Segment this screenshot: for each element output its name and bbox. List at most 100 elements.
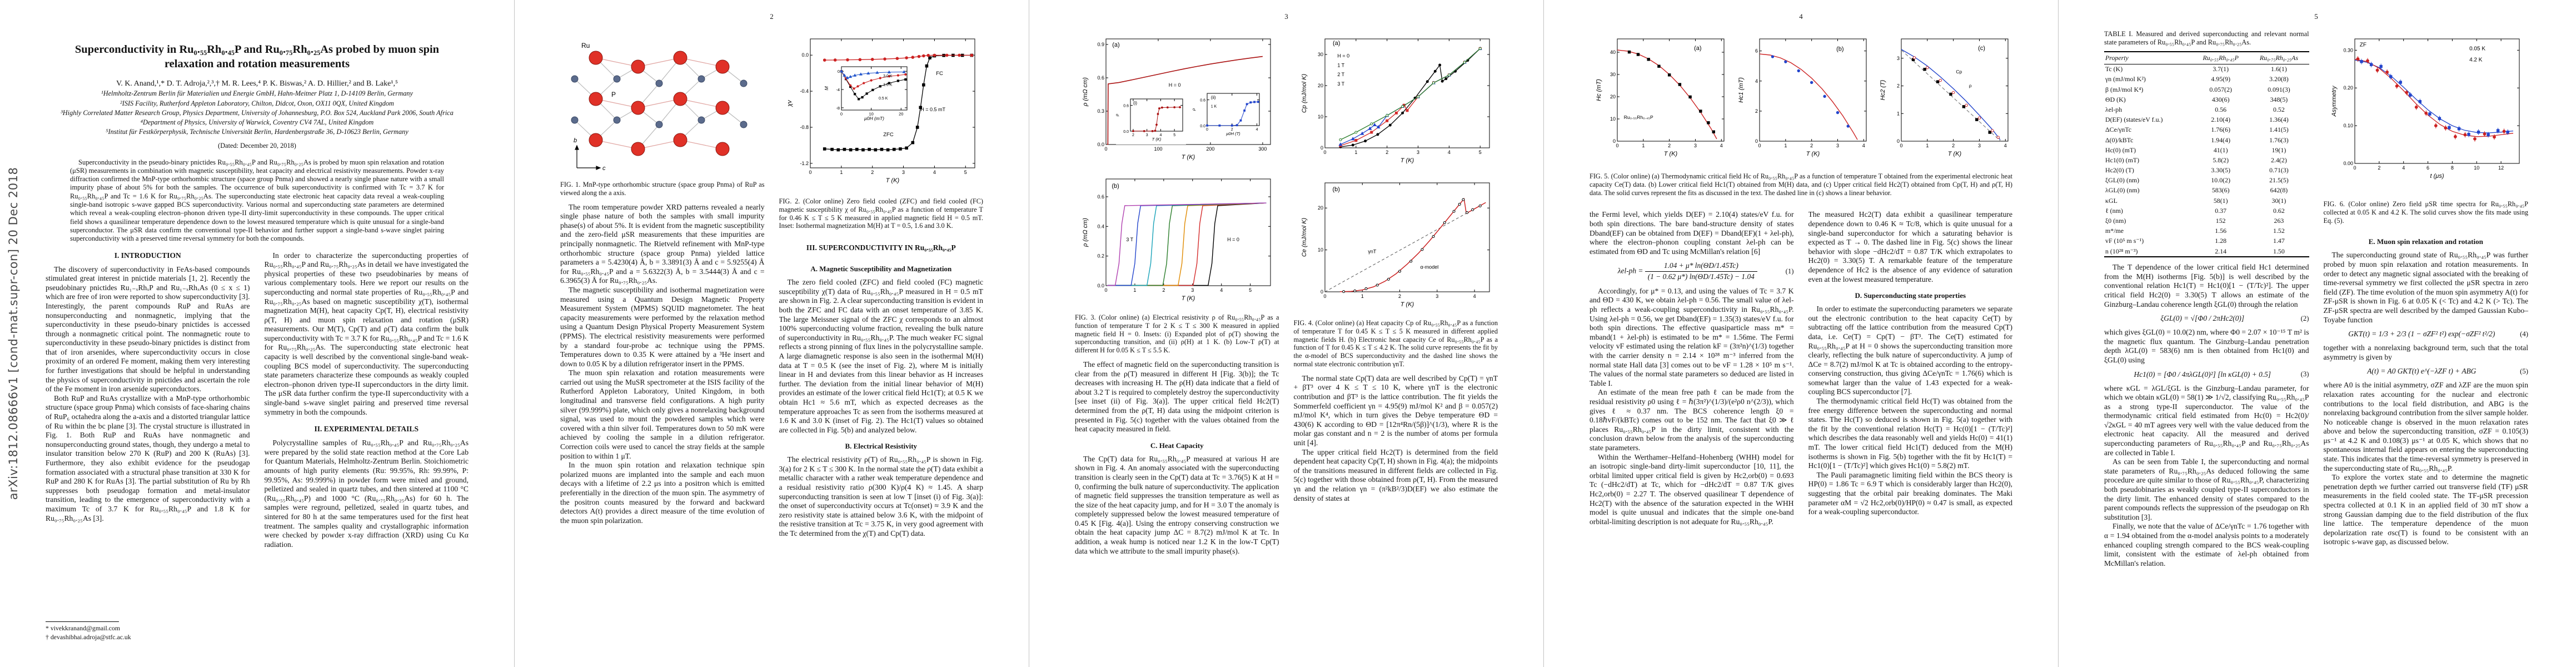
plot-marker [921,83,925,87]
page-number: 2 [770,12,774,21]
plot-frame [1105,178,1271,286]
paragraph: The superconducting ground state of Ru₀.… [2323,251,2529,324]
plot-annotation: γnT [1368,249,1377,255]
tick-label: -4 [836,87,840,92]
plot-annotation: (i) [1133,101,1137,106]
plot-annotation: Cp [1956,69,1962,74]
tick-label: 0.30 [2343,47,2353,53]
plot-marker [867,147,871,151]
plot-annotation: ZF [2359,42,2366,48]
table-row: m*/me 1.56 1.52 [2104,226,2309,236]
plot-marker [871,88,874,91]
footnote-email-2: † devashibhai.adroja@stfc.ac.uk [46,633,131,641]
plot-marker [1463,61,1466,64]
tick-label: 0.6 [1097,194,1104,200]
tick-label: 2 [1398,293,1401,299]
plot-marker [2443,126,2447,130]
plot-marker [1444,77,1447,81]
tick-label: 0.6 [1200,99,1205,103]
plot-line [2354,59,2513,137]
plot-annotation: (ii) [1211,95,1216,100]
table-cell: 642(8) [2270,186,2288,195]
paragraph: The zero field cooled (ZFC) and field co… [779,278,984,434]
tick-label: 0 [1323,150,1326,155]
table-cell: 263 [2274,217,2284,225]
plot-annotation: (b) [1112,183,1119,190]
plot-marker [2457,127,2460,131]
plot-marker [1155,123,1158,126]
plot-marker [1988,131,1991,134]
plot-marker [1401,111,1404,115]
plot-marker [895,57,899,61]
tick-label: -1.2 [800,161,809,166]
plot-marker [1951,91,1955,94]
plot-marker [830,147,834,151]
plot-marker [1243,109,1246,112]
plot-marker [1939,78,1942,82]
page-4: 4 0 1 2 3 4 0 10 20 30 40 (a) Ru₀.₅₅Rh₀.₄₅P T (K) Hc … [1544,0,2059,667]
paragraph: An estimate of the mean free path ℓ can … [1590,388,1794,452]
tick-label: 4 [1159,133,1162,137]
fig5b-lower-critical-field-chart: 0 1 2 3 4 0 2 4 6 (b) T (K) Hc1 (mT) [1738,38,1866,157]
tick-label: 3 [1836,143,1838,148]
plot-marker [1338,142,1342,146]
subsection-musr-heading: E. Muon spin relaxation and rotation [2368,237,2483,246]
paragraph: The magnetic susceptibility and isotherm… [560,285,765,368]
table-row: n (10²⁸ m⁻³) 2.14 1.50 [2104,246,2309,257]
table-row: Δ(0)/kBTc 1.94(4) 1.76(3) [2104,135,2309,145]
plot-marker [870,79,873,82]
plot-marker [1372,122,1377,127]
table-cell: 1.50 [2273,247,2285,255]
table-row: ξGL(0) (nm) 10.0(2) 21.5(5) [2104,176,2309,186]
y-axis-label: ρ (mΩ cm) [1082,218,1089,247]
plot-marker [2356,57,2359,61]
plot-marker [1239,119,1242,122]
page4-left-column: the Fermi level, which yields D(EF) = 2.… [1590,210,1794,641]
plot-marker [1846,125,1850,128]
crystal-structure-figure: Ru P c b [571,42,748,172]
plot-annotation: α-model [1420,265,1438,270]
plot-marker [855,147,859,151]
tick-label: 0 [840,112,842,117]
plot-marker [1245,103,1248,106]
paragraph: The Pauli paramagnetic limiting field wi… [1808,470,2013,516]
plot-marker [2389,75,2392,78]
page1-right-column: In order to characterize the superconduc… [265,251,469,641]
paragraph: The T dependence of the lower critical f… [2104,263,2309,308]
page4-right-column: The measured Hc2(T) data exhibit a quasi… [1808,210,2013,641]
table1-caption: TABLE I. Measured and derived supercondu… [2104,30,2309,46]
tick-label: 2 [1231,128,1233,132]
equation-4-body: GKT(t) = 1/3 + 2/3 (1 − σZF² t²) exp(−σZ… [2348,330,2495,339]
fig4-panel-b: 0 1 2 3 4 0 10 20 (b) α-model γnT T (K) Ce (mJ/mol K… [1294,174,1498,316]
tick-label: 0.4 [1097,223,1104,229]
plot-marker [921,54,925,58]
paragraph: Polycrystalline samples of Ru₀.₅₅Rh₀.₄₅P… [264,439,469,549]
y-axis-label: ρ [1116,113,1119,117]
plot-marker [848,74,852,78]
plot-marker [858,58,861,62]
fig3b-lowT-resistivity-chart: 0 1 2 3 4 5 0.0 0.2 0.4 0.6 (b) H = 0 3 T T (K) ρ (mΩ … [1082,178,1271,302]
plot-marker [849,148,852,152]
table-cell: 152 [2215,217,2226,225]
tick-label: 12 [2498,165,2504,171]
plot-marker [1132,130,1134,132]
paragraph: The normal state Cp(T) data are well des… [1293,374,1498,447]
paragraph: The Cp(T) data for Ru₀.₅₅Rh₀.₄₅P measure… [1075,454,1279,555]
x-axis-label: T (K) [1664,151,1678,157]
tick-label: 3 [1978,143,1981,148]
plot-marker [839,69,843,73]
tick-label: 1 [1361,293,1363,299]
plot-marker [1376,125,1381,128]
plot-marker [902,70,906,73]
plot-marker [1351,137,1355,141]
tick-label: 10 [1317,114,1323,120]
plot-marker [1962,105,1966,108]
plot-marker [1936,80,1940,83]
figure-5: 0 1 2 3 4 0 10 20 30 40 (a) Ru₀.₅₅Rh₀.₄₅P T (K) Hc (m… [1590,30,2012,197]
fig3-inset-i-chart: 2 3 4 5 0.0 0.6 (i) T (K) ρ [1116,96,1186,145]
plot-marker [1426,80,1429,83]
tick-label: 200 [1206,146,1214,152]
plot-marker [957,53,961,57]
table-cell: 1.76(6) [2211,126,2231,134]
